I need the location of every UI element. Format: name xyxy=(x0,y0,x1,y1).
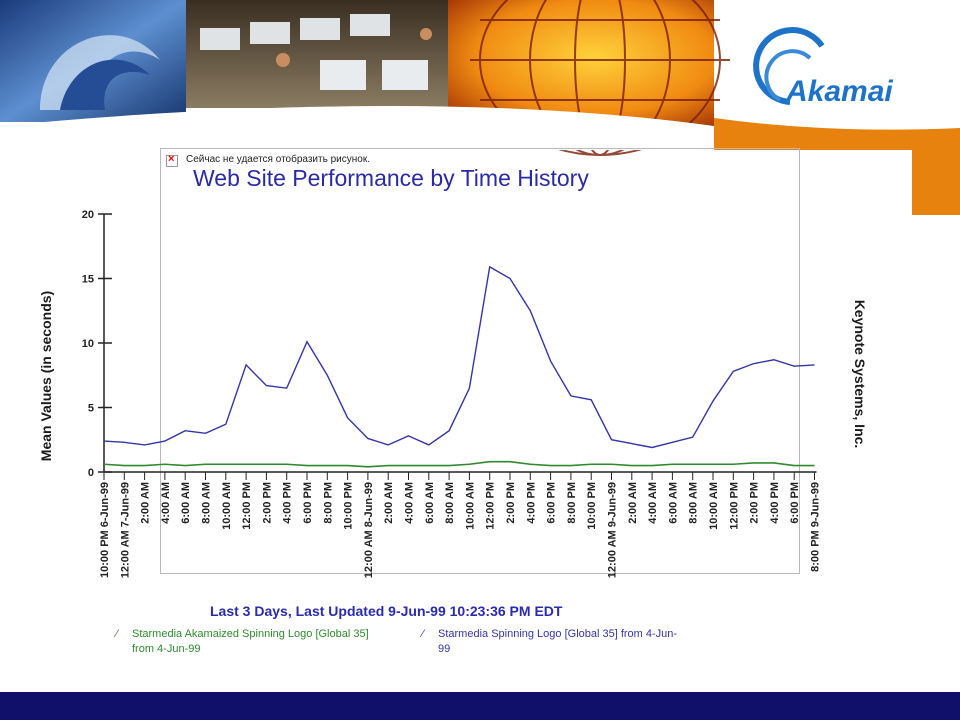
x-tick-label: 4:00 PM xyxy=(282,482,294,524)
x-tick-label: 2:00 PM xyxy=(505,482,517,524)
logo-text: Akamai xyxy=(785,75,893,108)
x-tick-label: 2:00 AM xyxy=(383,482,395,524)
banner-swoosh xyxy=(0,106,714,150)
x-tick-label: 6:00 PM xyxy=(789,482,801,524)
x-tick-label: 10:00 PM 6-Jun-99 xyxy=(99,482,111,578)
x-tick-label: 6:00 AM xyxy=(424,482,436,524)
orange-accent xyxy=(714,118,960,215)
chart-frame xyxy=(160,148,800,574)
x-tick-label: 4:00 PM xyxy=(525,482,537,524)
x-tick-label: 10:00 AM xyxy=(708,482,720,530)
control-room-photo xyxy=(186,0,448,108)
x-tick-label: 4:00 AM xyxy=(160,482,172,524)
x-tick-label: 10:00 AM xyxy=(221,482,233,530)
x-tick-label: 2:00 AM xyxy=(627,482,639,524)
x-tick-label: 6:00 AM xyxy=(667,482,679,524)
series-line-0 xyxy=(103,460,815,468)
legend-label: Starmedia Spinning Logo [Global 35] from… xyxy=(438,628,678,655)
y-tick-label: 0 xyxy=(88,467,94,479)
x-tick-label: 8:00 AM xyxy=(201,482,213,524)
legend-label: Starmedia Akamaized Spinning Logo [Globa… xyxy=(132,628,369,655)
x-tick-label: 2:00 AM xyxy=(140,482,152,524)
x-tick-label: 4:00 AM xyxy=(647,482,659,524)
x-tick-label: 4:00 AM xyxy=(404,482,416,524)
legend-line-icon: ⁄ xyxy=(422,628,424,640)
x-tick-label: 12:00 AM 9-Jun-99 xyxy=(607,482,619,578)
y-tick-label: 10 xyxy=(82,338,94,350)
chart-title: Web Site Performance by Time History xyxy=(193,165,589,191)
x-tick-label: 8:00 PM xyxy=(322,482,334,524)
x-tick-label: 10:00 AM xyxy=(464,482,476,530)
legend-line-icon: ⁄ xyxy=(116,628,118,640)
globe-photo xyxy=(448,0,730,156)
y-tick-label: 5 xyxy=(88,403,94,415)
x-tick-label: 12:00 AM 7-Jun-99 xyxy=(119,482,131,578)
x-tick-label: 8:00 PM xyxy=(566,482,578,524)
x-tick-label: 6:00 PM xyxy=(546,482,558,524)
x-tick-label: 12:00 PM xyxy=(485,482,497,530)
x-tick-label: 4:00 PM xyxy=(769,482,781,524)
series-line-1 xyxy=(103,265,815,449)
x-tick-label: 6:00 PM xyxy=(302,482,314,524)
x-tick-label: 8:00 AM xyxy=(688,482,700,524)
x-axis-caption: Last 3 Days, Last Updated 9-Jun-99 10:23… xyxy=(210,603,563,619)
x-tick-label: 12:00 AM 8-Jun-99 xyxy=(363,482,375,578)
x-tick-label: 2:00 PM xyxy=(749,482,761,524)
broken-image-icon xyxy=(166,153,178,167)
x-tick-label: 10:00 PM xyxy=(586,482,598,530)
akamai-logo: Akamai xyxy=(753,27,893,108)
wave-photo xyxy=(0,0,186,122)
x-tick-label: 2:00 PM xyxy=(261,482,273,524)
header-banner: Akamai xyxy=(0,0,960,215)
x-tick-label: 12:00 PM xyxy=(241,482,253,530)
x-tick-label: 8:00 PM 9-Jun-99 xyxy=(810,482,822,572)
x-tick-label: 6:00 AM xyxy=(180,482,192,524)
x-tick-label: 8:00 AM xyxy=(444,482,456,524)
broken-image-text: Сейчас не удается отобразить рисунок. xyxy=(186,154,370,165)
broken-image-notice: Сейчас не удается отобразить рисунок. xyxy=(166,153,586,168)
x-tick-label: 12:00 PM xyxy=(728,482,740,530)
y-tick-label: 20 xyxy=(82,209,94,221)
footer-bar xyxy=(0,692,960,720)
y-tick-label: 15 xyxy=(82,274,94,286)
x-tick-label: 10:00 PM xyxy=(343,482,355,530)
